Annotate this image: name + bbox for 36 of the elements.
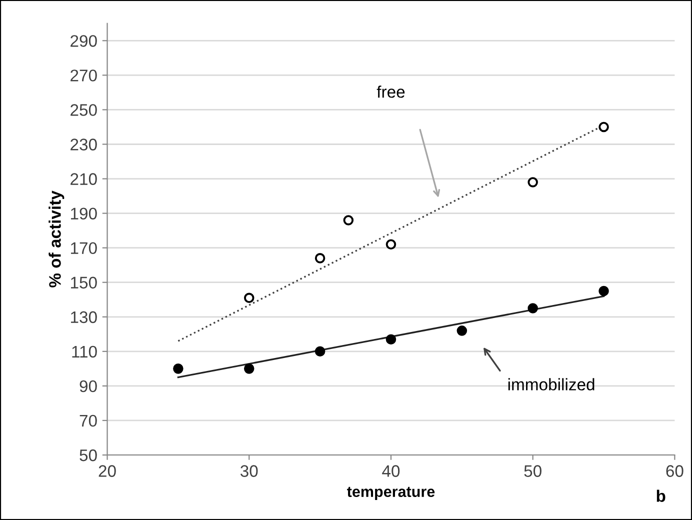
x-axis-title: temperature [347,486,435,500]
point [528,177,538,188]
y-tick-label: 150 [71,276,97,289]
annotation: immobilized [508,378,594,390]
y-tick-label: 250 [70,104,97,116]
point [314,253,326,264]
y-tick-label: 230 [70,138,97,150]
y-tick-label: 290 [70,35,97,47]
y-tick-label: 130 [71,311,97,324]
y-tick-label: 50 [80,449,97,462]
point [343,215,354,226]
text: b [656,490,666,502]
y-axis-title: % of activity [48,190,64,288]
y-tick-label: 210 [70,173,97,185]
x-tick-label: 30 [240,465,258,477]
y-tick-label: 190 [71,208,97,220]
y-tick-label: 110 [72,346,97,358]
point [386,334,396,344]
y-tick-label: 70 [80,414,97,427]
point [456,326,468,336]
annotation: free [376,86,405,98]
point [598,122,609,132]
point [244,364,254,374]
x-tick-label: 50 [524,465,542,477]
point [314,346,326,357]
point [598,286,609,296]
y-tick-label: 90 [80,380,97,392]
x-tick-label: 60 [666,465,684,477]
x-tick-label: 20 [98,465,116,477]
point [528,303,538,314]
y-tick-label: 170 [71,242,97,254]
point [244,292,254,304]
y-tick-label: 270 [70,70,97,82]
point [173,364,184,374]
point [386,239,396,250]
x-tick-label: 40 [382,465,400,477]
